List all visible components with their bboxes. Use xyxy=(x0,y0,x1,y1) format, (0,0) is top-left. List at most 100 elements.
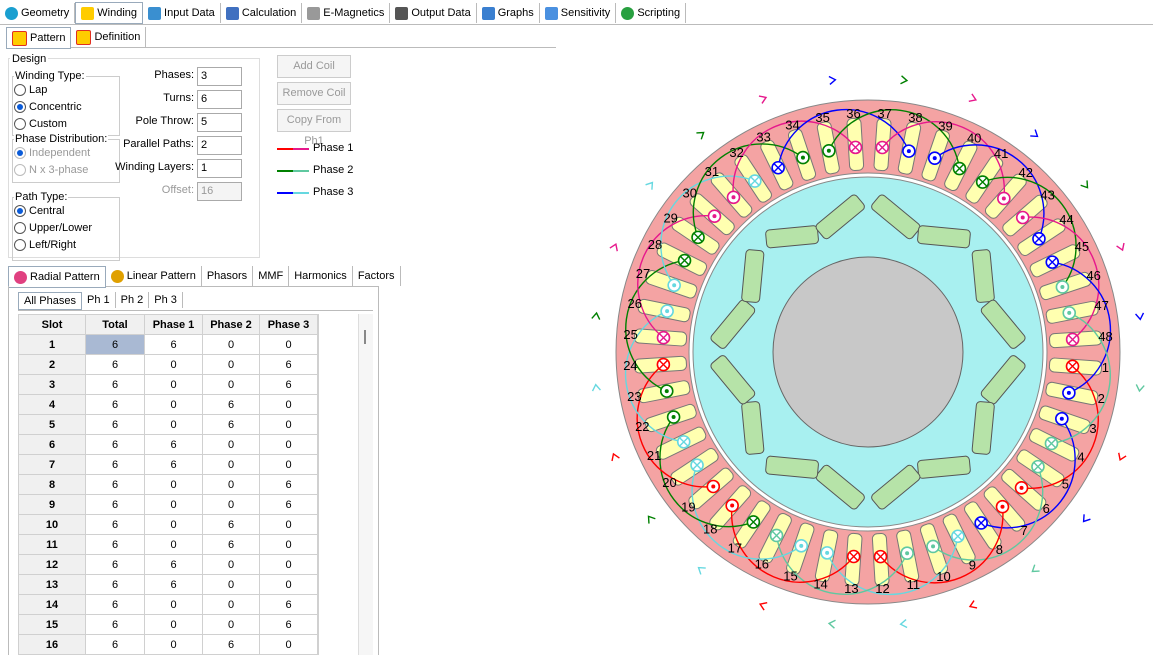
table-cell[interactable]: 6 xyxy=(85,634,145,655)
table-cell[interactable]: 6 xyxy=(85,454,145,475)
table-cell[interactable]: 6 xyxy=(202,534,260,555)
table-cell[interactable]: 0 xyxy=(144,594,203,615)
view-tab[interactable]: Harmonics xyxy=(289,266,353,286)
main-tab[interactable]: Geometry xyxy=(0,3,76,23)
main-tab[interactable]: Graphs xyxy=(477,3,540,23)
table-cell[interactable]: 6 xyxy=(259,354,318,375)
main-tab[interactable]: Scripting xyxy=(616,3,687,23)
table-cell[interactable]: 0 xyxy=(259,534,318,555)
row-header[interactable]: 16 xyxy=(18,634,86,655)
row-header[interactable]: 7 xyxy=(18,454,86,475)
row-header[interactable]: 10 xyxy=(18,514,86,535)
table-cell[interactable]: 6 xyxy=(259,494,318,515)
field-input[interactable]: 2 xyxy=(197,136,242,155)
table-cell[interactable]: 6 xyxy=(85,374,145,395)
row-header[interactable]: 9 xyxy=(18,494,86,515)
row-header[interactable]: 4 xyxy=(18,394,86,415)
row-header[interactable]: 12 xyxy=(18,554,86,575)
table-cell[interactable]: 0 xyxy=(144,474,203,495)
table-cell[interactable]: 0 xyxy=(202,374,260,395)
radio-option[interactable]: Upper/Lower xyxy=(14,222,92,234)
table-cell[interactable]: 0 xyxy=(202,614,260,635)
view-tab[interactable]: MMF xyxy=(253,266,290,286)
table-cell[interactable]: 0 xyxy=(202,354,260,375)
table-cell[interactable]: 0 xyxy=(259,394,318,415)
table-cell[interactable]: 6 xyxy=(259,474,318,495)
main-tab[interactable]: Input Data xyxy=(143,3,221,23)
main-tab[interactable]: Sensitivity xyxy=(540,3,617,23)
radio-option[interactable]: Central xyxy=(14,205,64,217)
main-tab[interactable]: Output Data xyxy=(390,3,477,23)
view-tab[interactable]: Radial Pattern xyxy=(8,266,106,288)
row-header[interactable]: 2 xyxy=(18,354,86,375)
radio-option[interactable]: Left/Right xyxy=(14,239,76,251)
table-cell[interactable]: 0 xyxy=(144,494,203,515)
table-tab[interactable]: All Phases xyxy=(18,292,82,310)
table-cell[interactable]: 6 xyxy=(144,574,203,595)
row-header[interactable]: 6 xyxy=(18,434,86,455)
field-input[interactable]: 5 xyxy=(197,113,242,132)
table-cell[interactable]: 0 xyxy=(144,374,203,395)
sub-tab[interactable]: Pattern xyxy=(6,27,72,49)
radio-option[interactable]: Concentric xyxy=(14,101,82,113)
table-cell[interactable]: 6 xyxy=(85,574,145,595)
table-cell[interactable]: 0 xyxy=(259,454,318,475)
table-cell[interactable]: 0 xyxy=(259,434,318,455)
table-cell[interactable]: 0 xyxy=(259,414,318,435)
radio-option[interactable]: Lap xyxy=(14,84,47,96)
table-cell[interactable]: 0 xyxy=(202,434,260,455)
main-tab[interactable]: Calculation xyxy=(221,3,303,23)
table-tab[interactable]: Ph 2 xyxy=(116,292,150,308)
table-cell[interactable]: 6 xyxy=(259,614,318,635)
table-cell[interactable]: 0 xyxy=(259,634,318,655)
table-cell[interactable]: 0 xyxy=(144,634,203,655)
button[interactable]: Copy From Ph1 xyxy=(277,109,351,147)
table-cell[interactable]: 0 xyxy=(144,414,203,435)
table-cell[interactable]: 6 xyxy=(202,414,260,435)
button[interactable]: Add Coil xyxy=(277,55,351,78)
table-cell[interactable]: 6 xyxy=(144,334,203,355)
table-cell[interactable]: 6 xyxy=(85,354,145,375)
table-cell[interactable]: 0 xyxy=(259,574,318,595)
table-cell[interactable]: 0 xyxy=(202,554,260,575)
table-cell[interactable]: 0 xyxy=(202,494,260,515)
view-tab[interactable]: Linear Pattern xyxy=(106,266,202,286)
table-cell[interactable]: 6 xyxy=(85,554,145,575)
sub-tab[interactable]: Definition xyxy=(71,27,147,47)
row-header[interactable]: 15 xyxy=(18,614,86,635)
table-cell[interactable]: 0 xyxy=(144,394,203,415)
table-tab[interactable]: Ph 1 xyxy=(82,292,116,308)
table-cell[interactable]: 6 xyxy=(85,514,145,535)
view-tab[interactable]: Phasors xyxy=(202,266,254,286)
table-cell[interactable]: 6 xyxy=(85,614,145,635)
table-cell[interactable]: 0 xyxy=(202,474,260,495)
row-header[interactable]: 8 xyxy=(18,474,86,495)
field-input[interactable]: 3 xyxy=(197,67,242,86)
table-cell[interactable]: 6 xyxy=(259,594,318,615)
table-cell[interactable]: 0 xyxy=(144,534,203,555)
table-cell[interactable]: 6 xyxy=(85,534,145,555)
row-header[interactable]: 14 xyxy=(18,594,86,615)
row-header[interactable]: 11 xyxy=(18,534,86,555)
table-cell[interactable]: 6 xyxy=(144,434,203,455)
table-tab[interactable]: Ph 3 xyxy=(149,292,183,308)
table-cell[interactable]: 0 xyxy=(259,554,318,575)
table-cell[interactable]: 0 xyxy=(202,574,260,595)
table-cell[interactable]: 0 xyxy=(202,594,260,615)
table-cell[interactable]: 6 xyxy=(85,434,145,455)
table-cell[interactable]: 0 xyxy=(144,354,203,375)
view-tab[interactable]: Factors xyxy=(353,266,401,286)
table-cell[interactable]: 6 xyxy=(202,394,260,415)
table-cell[interactable]: 0 xyxy=(259,514,318,535)
main-tab[interactable]: E-Magnetics xyxy=(302,3,391,23)
field-input[interactable]: 6 xyxy=(197,90,242,109)
table-cell[interactable]: 6 xyxy=(85,394,145,415)
table-cell[interactable]: 6 xyxy=(259,374,318,395)
main-tab[interactable]: Winding xyxy=(75,2,144,24)
row-header[interactable]: 1 xyxy=(18,334,86,355)
row-header[interactable]: 13 xyxy=(18,574,86,595)
table-cell[interactable]: 6 xyxy=(144,454,203,475)
table-cell[interactable]: 6 xyxy=(85,494,145,515)
field-input[interactable]: 1 xyxy=(197,159,242,178)
table-cell[interactable]: 0 xyxy=(202,454,260,475)
